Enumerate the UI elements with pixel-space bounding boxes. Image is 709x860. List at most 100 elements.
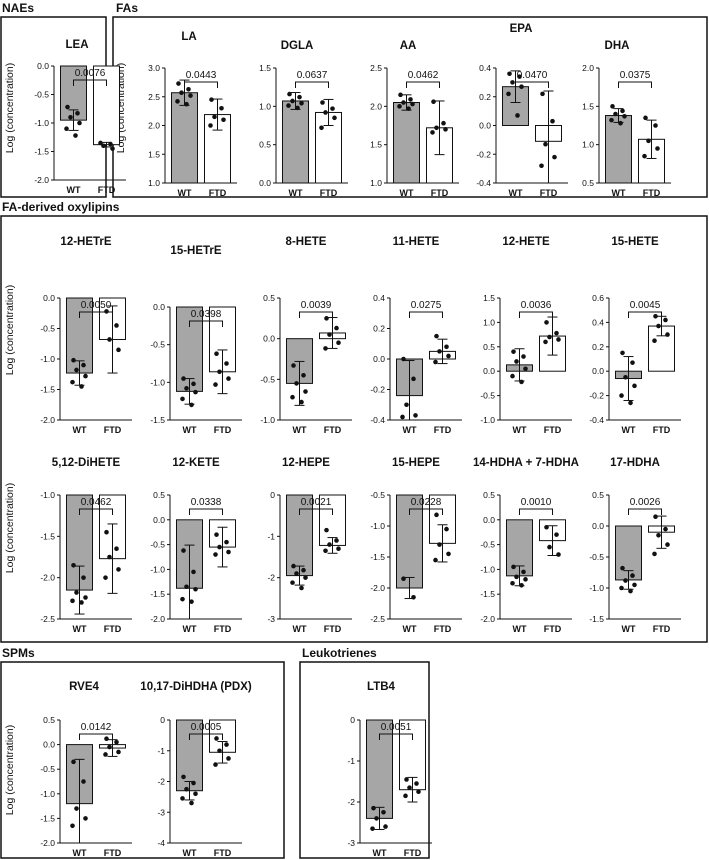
y-tick-label: -1.5 [40,385,55,395]
x-tick-label: FTD [320,188,338,198]
data-point-wt [181,376,186,381]
data-point-ftd [330,106,335,111]
p-value-label: 0.0338 [191,497,222,508]
y-tick-label: -2.5 [370,614,385,624]
y-tick-label: -1.5 [480,589,495,599]
y-tick-label: -1.0 [40,490,55,500]
significance-bracket [515,81,549,88]
x-tick-label: WT [183,425,197,435]
data-point-wt [521,569,526,575]
data-point-wt [620,108,625,114]
data-point-ftd [213,762,218,767]
y-tick-label: 2.0 [582,63,594,73]
data-point-ftd [443,127,448,132]
data-point-wt [517,74,522,79]
x-tick-label: FTD [214,624,232,634]
data-point-ftd [656,323,661,329]
y-tick-label: 0.0 [43,293,55,303]
data-point-ftd [327,332,332,337]
x-tick-label: FTD [544,425,562,435]
p-value-label: 0.0228 [411,497,442,508]
chart-panel-15: 12-HEPE -3 -2 -1 0 WT FTD 0.0021 [267,457,352,634]
data-point-ftd [556,552,561,557]
data-point-wt [191,780,196,786]
y-tick-label: 2.5 [148,92,160,102]
data-point-wt [73,133,78,138]
data-point-ftd [430,130,435,135]
data-point-ftd [416,789,421,795]
chart-title: 5,12-DiHETE [52,457,121,469]
data-point-ftd [434,125,439,131]
y-tick-label: -1.5 [40,531,55,541]
p-value-label: 0.0462 [408,70,439,81]
data-point-ftd [544,320,549,325]
y-tick-label: -2.0 [480,614,495,624]
data-point-wt [401,100,406,105]
p-value-label: 0.0005 [191,722,222,733]
data-point-wt [290,394,295,400]
data-point-wt [411,595,416,600]
x-tick-label: FTD [643,188,661,198]
data-point-wt [71,562,76,568]
data-point-wt [294,571,299,576]
data-point-ftd [543,141,548,147]
y-tick-label: -2.0 [370,583,385,593]
p-value-label: 0.0470 [517,70,548,81]
data-point-ftd [655,146,660,151]
section-box-spms [0,661,285,859]
data-point-wt [507,71,512,77]
y-tick-label: 0.5 [43,715,55,725]
data-point-ftd [221,117,226,123]
data-point-ftd [543,339,548,345]
data-point-ftd [665,542,670,547]
data-point-wt [383,824,388,829]
section-box-leukotrienes [299,661,430,859]
chart-panel-20: 10,17-DiHDHA (PDX) -4 -3 -2 -1 0 WT FTD 0.0005 [140,681,252,858]
data-point-wt [81,779,86,784]
data-point-wt [294,381,299,386]
y-tick-label: 0.0 [153,302,165,312]
y-tick-label: 0.5 [483,490,495,500]
section-title-leukotrienes: Leukotrienes [302,646,377,660]
y-tick-label: 2.5 [370,63,382,73]
p-value-label: 0.0051 [381,722,412,733]
chart-title: 12-HETrE [60,236,111,248]
data-point-ftd [224,361,229,366]
significance-bracket [79,733,113,740]
chart-title: 15-HETE [611,236,659,248]
significance-bracket [189,508,223,515]
data-point-wt [623,578,628,583]
data-point-wt [632,582,637,588]
y-tick-label: 3.0 [148,63,160,73]
data-point-wt [184,101,189,107]
data-point-wt [286,103,291,108]
data-point-wt [619,585,624,591]
chart-title: AA [400,40,417,52]
y-tick-label: 0.0 [592,521,604,531]
data-point-ftd [226,376,231,381]
p-value-label: 0.0076 [75,68,106,79]
y-tick-label: -1.0 [370,521,385,531]
y-axis-label-spms: Log (concentration) [4,725,16,815]
data-point-ftd [323,346,328,351]
data-point-wt [303,575,308,580]
data-point-wt [519,379,524,385]
chart-title: LA [181,31,196,43]
significance-bracket [379,733,413,740]
data-point-ftd [403,793,408,799]
x-tick-label: FTD [98,185,116,195]
data-point-ftd [327,542,332,547]
data-point-ftd [219,105,224,111]
data-point-wt [301,372,306,378]
chart-title: 8-HETE [286,236,327,248]
y-tick-label: -1.5 [150,589,165,599]
data-point-ftd [663,317,668,323]
data-point-ftd [653,123,658,128]
chart-panel-17: 14-HDHA + 7-HDHA -2.0 -1.5 -1.0 -0.5 0.0 0.5 WT… [473,457,579,634]
data-point-wt [181,774,186,780]
y-tick-label: -1.0 [40,789,55,799]
significance-bracket [299,311,333,318]
y-tick-label: 0.2 [479,92,491,102]
data-point-ftd [224,742,229,747]
data-point-ftd [642,153,647,159]
